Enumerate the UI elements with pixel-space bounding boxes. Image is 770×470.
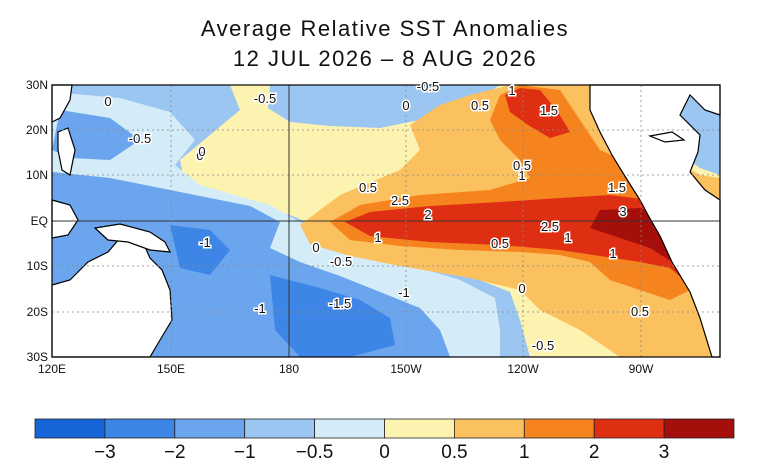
contour-label: 0.5 — [471, 98, 489, 113]
australia — [51, 231, 173, 358]
contour-label: 0.5 — [631, 304, 649, 319]
contour-label: 0.5 — [631, 304, 649, 319]
contour-label: 0 — [518, 281, 525, 296]
colorbar-swatch — [314, 418, 385, 439]
colorbar-tick-label: 0.5 — [441, 442, 467, 463]
lat-label: 10N — [26, 168, 48, 182]
contour-label: 0 — [104, 94, 111, 109]
contour-label: -0.5 — [254, 91, 276, 106]
contour-label: 1.5 — [608, 180, 626, 195]
contour-label: -0.5 — [417, 79, 439, 94]
philippines — [57, 127, 76, 176]
lon-label: 150E — [157, 362, 185, 376]
negative-region-north — [268, 85, 500, 128]
map-frame — [51, 84, 721, 358]
colorbar-swatch — [593, 418, 665, 439]
contour-labels: 0-0.500.511.50.5-0.500.50.51.522.531-10-… — [103, 78, 651, 355]
lat-label: EQ — [31, 214, 48, 228]
colorbar-tick-label: −2 — [164, 442, 186, 463]
contour-label: 0 — [402, 98, 409, 113]
colorbar-swatch — [104, 418, 176, 439]
contour-label: 1 — [564, 230, 571, 245]
lat-label: 10S — [27, 259, 48, 273]
lat-label: 20S — [27, 305, 48, 319]
lon-label: 180 — [279, 362, 299, 376]
strong-cool-south — [270, 275, 395, 357]
latitude-labels: 30N 20N 10N EQ 10S 20S 30S — [26, 78, 48, 364]
map-date-range: 12 JUL 2026 – 8 AUG 2026 — [232, 46, 538, 71]
lon-label: 150W — [390, 362, 422, 376]
colorbar-swatch — [174, 418, 246, 439]
gridlines — [52, 85, 720, 357]
contour-label: 1 — [518, 168, 525, 183]
contour-label: -0.5 — [129, 131, 151, 146]
contour-label: 0.5 — [359, 180, 377, 195]
contour-label: 1.5 — [540, 103, 558, 118]
contour-label: 2 — [424, 207, 431, 222]
lat-label: 30N — [26, 78, 48, 92]
contour-label: 1 — [374, 230, 381, 245]
contour-label: 0 — [312, 240, 319, 255]
map-title: Average Relative SST Anomalies — [200, 16, 570, 41]
contour-label: 0 — [196, 148, 203, 163]
contour-label: 0 — [198, 144, 205, 159]
colorbar-tick-label: −1 — [234, 442, 256, 463]
contour-label: -1.5 — [329, 296, 351, 311]
contour-label: -1 — [199, 235, 211, 250]
lon-label: 120E — [38, 362, 66, 376]
longitude-labels: 120E 150E 180 150W 120W 90W — [38, 362, 654, 376]
contour-label: 1 — [508, 83, 515, 98]
colorbar-swatch — [523, 418, 595, 439]
lon-label: 120W — [507, 362, 539, 376]
colorbar-tick-label: 1 — [519, 442, 530, 463]
colorbar-tick-label: 0 — [379, 442, 390, 463]
colorbar-tick-label: −0.5 — [296, 442, 334, 463]
colorbar-swatch — [384, 418, 455, 439]
caribbean-islands — [647, 131, 686, 143]
colorbar-tick-label: 3 — [659, 442, 670, 463]
strong-cool-west — [170, 225, 230, 275]
contour-label: 2.5 — [391, 193, 409, 208]
colorbar-tick-label: −3 — [94, 442, 116, 463]
contour-label: 2.5 — [541, 219, 559, 234]
contour-label: 1 — [609, 246, 616, 261]
new-guinea — [93, 223, 172, 253]
contour-label: -1 — [398, 285, 410, 300]
lat-label: 30S — [27, 350, 48, 364]
contour-label: 0.5 — [491, 236, 509, 251]
contour-label: 0.5 — [513, 158, 531, 173]
warm-north-tongue — [505, 88, 570, 138]
contour-label: -0.5 — [330, 254, 352, 269]
colorbar: −3 −2 −1 −0.5 0 0.5 1 2 3 — [34, 418, 735, 463]
colorbar-swatch — [34, 418, 106, 439]
colorbar-tick-label: 2 — [589, 442, 600, 463]
contour-label: -1 — [254, 301, 266, 316]
colorbar-swatch — [663, 418, 735, 439]
colorbar-swatch — [453, 418, 525, 439]
lat-label: 20N — [26, 123, 48, 137]
contour-label: 3 — [619, 204, 626, 219]
colorbar-swatch — [244, 418, 315, 439]
contour-label: -0.5 — [532, 338, 554, 353]
lon-label: 90W — [629, 362, 654, 376]
